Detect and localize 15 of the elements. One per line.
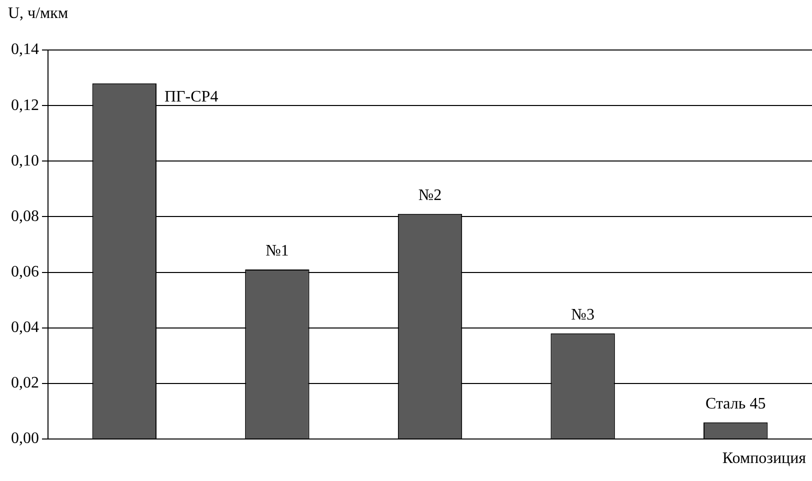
x-tick-label: №3 bbox=[571, 306, 594, 324]
x-tick-label: №1 bbox=[266, 242, 289, 260]
x-tick-label: Сталь 45 bbox=[706, 396, 766, 413]
y-tick-label: 0,06 bbox=[11, 263, 39, 280]
y-tick-label: 0,02 bbox=[11, 374, 39, 392]
y-tick-label: 0,04 bbox=[11, 319, 39, 336]
x-tick-label: ПГ-СР4 bbox=[164, 88, 218, 106]
y-tick-label: 0,14 bbox=[11, 41, 39, 58]
x-tick-label: №2 bbox=[418, 187, 442, 204]
y-tick-label: 0,08 bbox=[11, 208, 39, 225]
y-tick-label: 0,00 bbox=[11, 430, 39, 448]
y-axis-title: U, ч/мкм bbox=[8, 5, 68, 22]
y-tick-label: 0,10 bbox=[11, 152, 39, 170]
y-tick-label: 0,12 bbox=[11, 96, 39, 114]
x-axis-title: Композиция bbox=[722, 450, 807, 468]
